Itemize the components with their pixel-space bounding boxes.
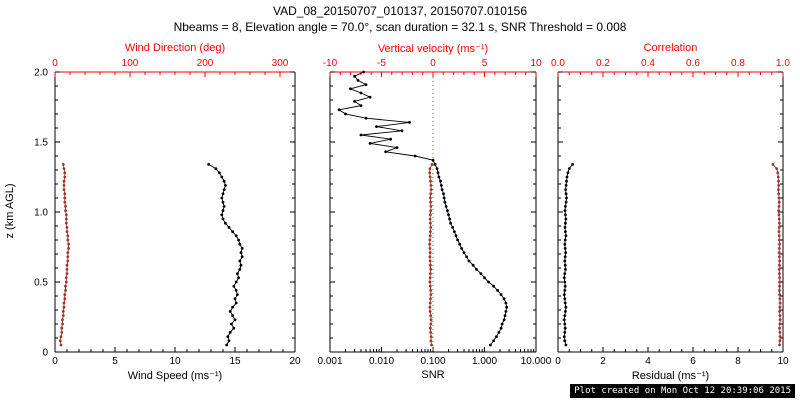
svg-text:6: 6 (690, 356, 696, 367)
svg-text:0: 0 (430, 58, 436, 69)
svg-text:0.100: 0.100 (420, 356, 445, 367)
svg-text:2: 2 (600, 356, 606, 367)
plot-title: VAD_08_20150707_010137, 20150707.010156 (272, 4, 528, 18)
svg-text:100: 100 (122, 58, 139, 69)
svg-text:10.000: 10.000 (521, 356, 552, 367)
creation-timestamp: Plot created on Mon Oct 12 20:39:06 2015 (570, 384, 795, 398)
svg-text:-10: -10 (323, 58, 338, 69)
svg-text:0.2: 0.2 (596, 58, 610, 69)
svg-text:0.5: 0.5 (34, 278, 48, 289)
svg-text:1.0: 1.0 (34, 208, 48, 219)
svg-text:10: 10 (777, 356, 789, 367)
svg-text:10: 10 (169, 356, 181, 367)
svg-text:4: 4 (645, 356, 651, 367)
svg-text:5: 5 (482, 58, 488, 69)
top-axis-label-wind-direction: Wind Direction (deg) (124, 42, 226, 54)
svg-text:0.8: 0.8 (731, 58, 745, 69)
top-axis-label-vertical-velocity: Vertical velocity (ms⁻¹) (377, 43, 489, 55)
plot-subtitle: Nbeams = 8, Elevation angle = 70.0°, sca… (173, 20, 627, 34)
svg-text:300: 300 (272, 58, 289, 69)
top-axis-label-correlation: Correlation (643, 42, 698, 54)
svg-text:1.000: 1.000 (472, 356, 497, 367)
svg-text:-5: -5 (377, 58, 386, 69)
x-axis-label-residual: Residual (ms⁻¹) (631, 370, 710, 382)
x-axis-label-snr: SNR (421, 369, 445, 381)
svg-text:0: 0 (52, 356, 58, 367)
svg-text:8: 8 (735, 356, 741, 367)
x-axis-label-wind-speed: Wind Speed (ms⁻¹) (127, 370, 223, 382)
svg-text:1.5: 1.5 (34, 138, 48, 149)
svg-text:5: 5 (112, 356, 118, 367)
svg-text:15: 15 (229, 356, 241, 367)
svg-text:1.0: 1.0 (776, 58, 790, 69)
svg-text:0.010: 0.010 (369, 356, 394, 367)
svg-text:0: 0 (42, 348, 48, 359)
svg-text:20: 20 (289, 356, 301, 367)
svg-text:0: 0 (555, 356, 561, 367)
svg-text:0.4: 0.4 (641, 58, 655, 69)
svg-text:0.6: 0.6 (686, 58, 700, 69)
svg-text:0: 0 (52, 58, 58, 69)
svg-text:200: 200 (197, 58, 214, 69)
svg-text:0.001: 0.001 (317, 356, 342, 367)
svg-text:0.0: 0.0 (551, 58, 565, 69)
svg-text:2.0: 2.0 (34, 68, 48, 79)
svg-text:10: 10 (530, 58, 542, 69)
y-axis-label: z (km AGL) (4, 183, 16, 239)
